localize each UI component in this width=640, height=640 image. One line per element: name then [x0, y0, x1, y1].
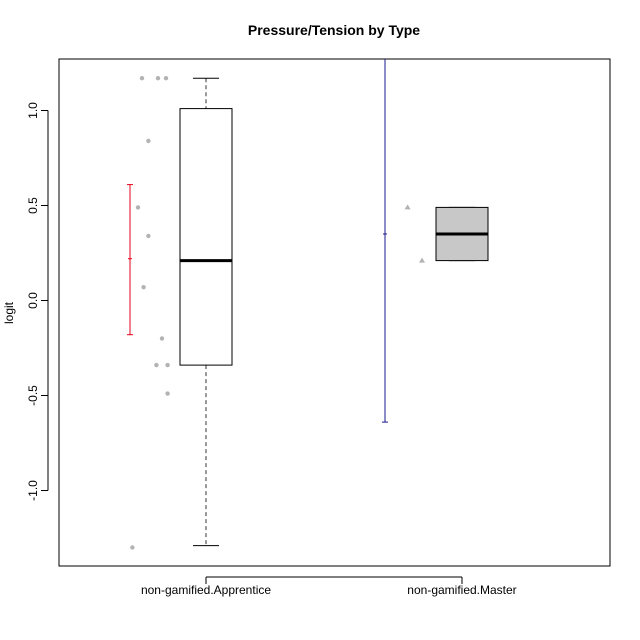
y-tick-label: 1.0	[26, 102, 40, 119]
y-tick-label: -1.0	[26, 480, 40, 501]
data-point	[139, 76, 145, 81]
y-tick-label: 0.0	[26, 292, 40, 309]
data-point	[163, 76, 169, 81]
y-tick-label: 0.5	[26, 197, 40, 214]
data-point	[165, 391, 170, 396]
data-point	[159, 336, 165, 341]
box-body	[179, 108, 233, 366]
data-point	[154, 362, 159, 368]
chart-title: Pressure/Tension by Type	[248, 22, 420, 38]
data-point	[130, 545, 135, 550]
plot-area: 1.0 0.5 0.0 -0.5 -1.0 non-gamified.Apprentice…	[26, 58, 611, 597]
data-point	[141, 285, 146, 290]
data-point	[146, 233, 151, 239]
x-tick-label: non-gamified.Apprentice	[141, 583, 271, 597]
plot-frame	[58, 58, 611, 567]
data-point	[404, 204, 411, 210]
data-point	[165, 362, 170, 368]
data-point	[419, 257, 425, 263]
data-point	[146, 138, 151, 144]
data-point	[135, 205, 141, 210]
y-axis-label: logit	[2, 301, 16, 324]
x-tick-label: non-gamified.Master	[407, 583, 516, 597]
y-tick-label: -0.5	[26, 385, 40, 406]
data-point	[155, 76, 161, 81]
